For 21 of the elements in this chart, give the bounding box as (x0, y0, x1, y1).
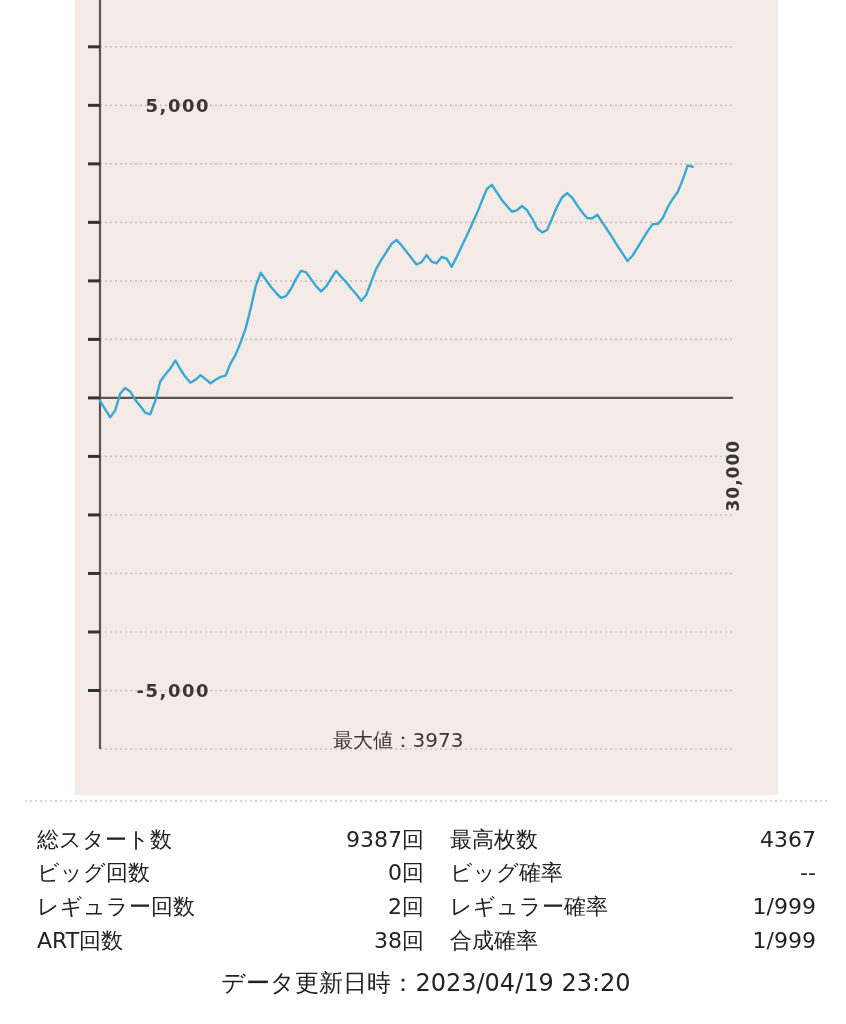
annotation: -- (800, 860, 816, 886)
annotation: 38回 (374, 927, 424, 953)
annotation: 2回 (388, 893, 424, 919)
annotation: ビッグ確率 (450, 860, 563, 886)
y-tick-label: -5,000 (136, 680, 210, 701)
annotation: 総スタート数 (37, 826, 172, 852)
annotation: データ更新日時：2023/04/19 23:20 (221, 969, 631, 997)
annotation: 最大値：3973 (332, 728, 464, 752)
annotation: ART回数 (37, 927, 124, 953)
annotation: 1/999 (752, 927, 816, 953)
annotation: レギュラー回数 (37, 893, 195, 919)
annotation: 30,000 (723, 439, 743, 512)
annotation: 最高枚数 (450, 826, 538, 852)
annotation: ビッグ回数 (37, 860, 150, 886)
annotation: 0回 (388, 860, 424, 886)
annotation: レギュラー確率 (450, 893, 608, 919)
annotation: 4367 (760, 826, 816, 852)
annotation: 合成確率 (450, 927, 538, 953)
annotation: 9387回 (346, 826, 424, 852)
annotation: 1/999 (752, 893, 816, 919)
y-tick-label: 5,000 (145, 94, 210, 116)
